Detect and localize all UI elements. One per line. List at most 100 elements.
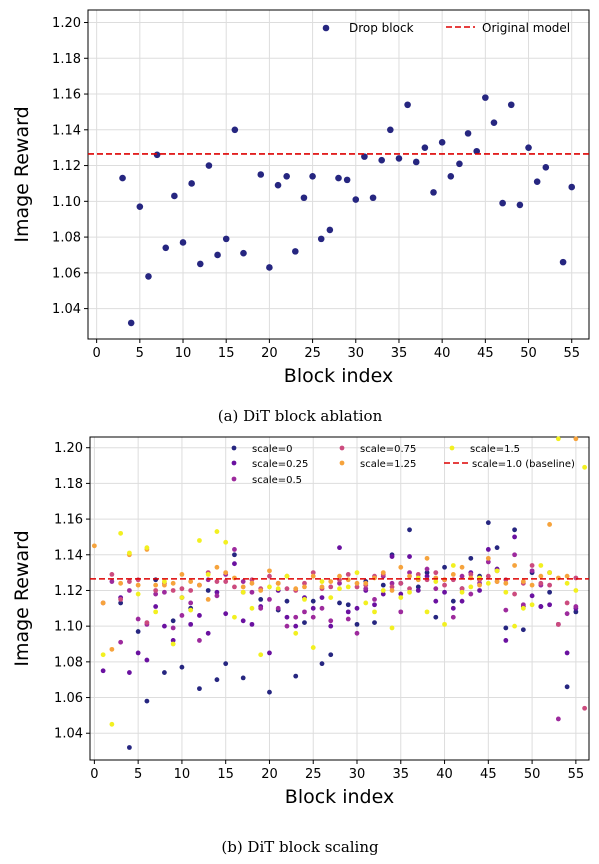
data-point (188, 621, 194, 627)
data-point (421, 144, 429, 151)
data-point (447, 172, 455, 180)
y-tick-label: 1.16 (52, 88, 81, 103)
data-point (407, 589, 412, 595)
data-point (267, 650, 272, 656)
data-point (179, 595, 185, 601)
data-point (380, 582, 386, 588)
data-point (438, 139, 446, 146)
data-point (170, 580, 176, 586)
data-point (485, 559, 491, 565)
data-point (529, 582, 535, 588)
data-point (529, 568, 535, 574)
x-tick-label: 25 (304, 346, 321, 361)
data-point (485, 520, 491, 526)
data-point (258, 652, 264, 658)
data-point (319, 605, 325, 611)
data-point (564, 580, 570, 586)
data-point (538, 573, 544, 579)
data-point (267, 596, 272, 602)
data-point (302, 620, 307, 625)
y-tick-label: 1.16 (54, 513, 83, 528)
data-point (179, 613, 185, 618)
data-point (424, 573, 430, 579)
data-point (275, 586, 281, 592)
data-point (232, 584, 237, 590)
data-point (179, 239, 187, 246)
data-point (372, 620, 377, 625)
data-point (433, 586, 439, 592)
data-point (179, 664, 185, 670)
data-point (258, 588, 264, 593)
data-point (337, 586, 342, 592)
data-point (442, 621, 447, 627)
data-point (284, 614, 290, 620)
data-point (100, 600, 106, 606)
data-point (214, 529, 220, 534)
data-point (109, 579, 115, 584)
data-point (310, 598, 316, 604)
data-point (240, 579, 246, 584)
legend-label: scale=0.75 (360, 444, 416, 455)
caption-a: (a) DiT block ablation (218, 407, 383, 425)
data-point (135, 650, 141, 656)
data-point (188, 579, 194, 584)
data-point (485, 555, 491, 561)
data-point (564, 573, 570, 579)
data-point (109, 572, 115, 577)
data-point (456, 160, 463, 168)
data-point (214, 251, 221, 259)
data-point (533, 178, 541, 185)
legend-marker-scale-0 (231, 445, 237, 451)
data-point (354, 570, 360, 576)
data-point (337, 600, 342, 606)
panel-b-block-scaling: 0 5 10 15 20 25 30 35 40 45 50 55 1.04 1.06 1.08 1.10 1.… (11, 436, 590, 808)
data-point (126, 745, 132, 750)
data-point (433, 570, 439, 576)
data-point (170, 618, 176, 624)
x-tick-label: 0 (92, 346, 100, 361)
legend-label-drop-block: Drop block (349, 21, 414, 35)
data-point (302, 596, 307, 602)
data-point (485, 580, 491, 586)
data-point (363, 580, 369, 586)
data-point (249, 580, 255, 586)
data-point (310, 573, 316, 579)
data-point (153, 151, 161, 159)
legend-marker-scale-0-5 (231, 476, 237, 482)
data-point (398, 609, 404, 615)
data-point (284, 573, 290, 579)
legend-label-baseline: scale=1.0 (baseline) (472, 459, 575, 470)
data-point (310, 570, 316, 576)
data-point (499, 199, 506, 207)
x-axis-label: Block index (284, 365, 393, 387)
data-point (389, 580, 395, 586)
data-point (433, 579, 439, 584)
data-point (389, 584, 395, 590)
data-point (555, 621, 561, 627)
data-point (442, 582, 447, 588)
x-tick-label: 45 (477, 346, 494, 361)
data-point (153, 588, 159, 593)
x-tick-label: 55 (563, 346, 580, 361)
data-point (354, 580, 360, 586)
data-point (494, 568, 500, 574)
x-tick-label: 35 (393, 767, 410, 782)
data-point (459, 564, 465, 570)
data-point (118, 580, 124, 586)
x-tick-label: 15 (217, 767, 234, 782)
data-point (328, 652, 334, 658)
y-tick-label: 1.08 (54, 655, 83, 670)
data-point (424, 570, 430, 576)
legend-marker-scale-0-75 (339, 445, 345, 451)
data-point (573, 436, 579, 442)
data-point (520, 579, 526, 584)
data-point (136, 203, 144, 210)
data-point (415, 588, 421, 593)
data-point (258, 605, 264, 611)
legend: Drop block Original model (322, 21, 570, 35)
data-point (267, 573, 272, 579)
data-point (380, 588, 386, 593)
data-point (547, 582, 553, 588)
data-point (459, 573, 465, 579)
